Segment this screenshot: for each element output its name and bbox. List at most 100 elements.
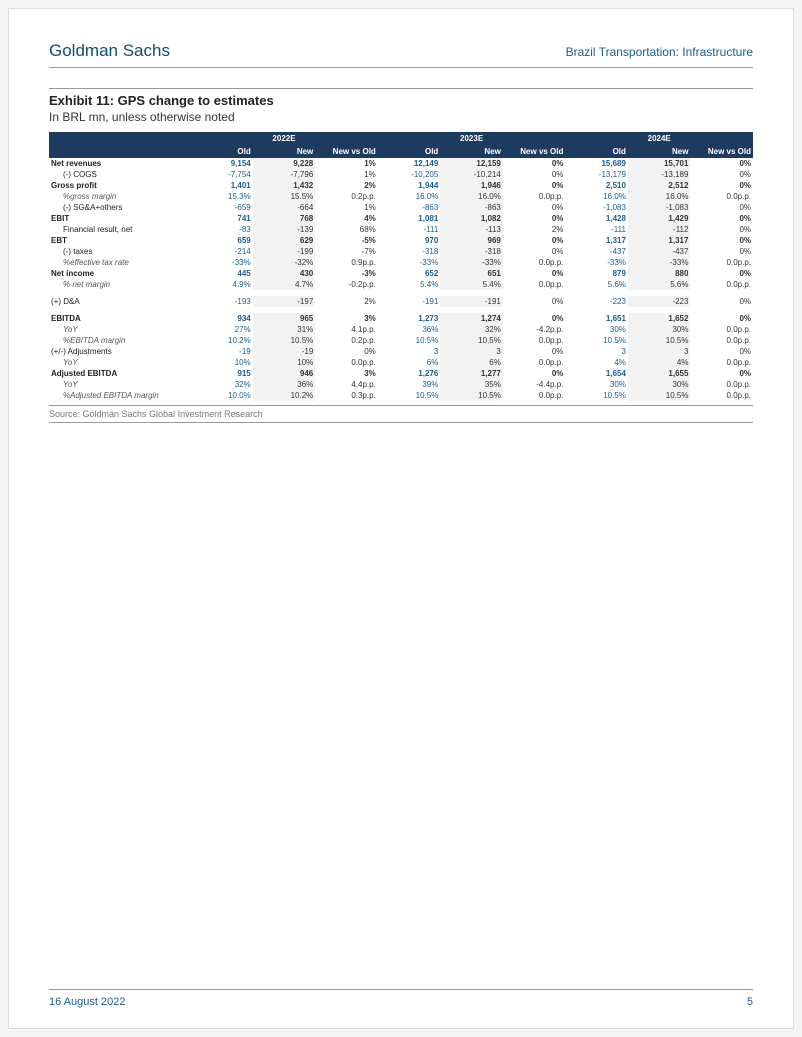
cell-old: 741 xyxy=(190,213,253,224)
row-label: Net income xyxy=(49,268,190,279)
row-label: Net revenues xyxy=(49,158,190,169)
table-row: %effective tax rate-33%-32%0.9p.p.-33%-3… xyxy=(49,257,753,268)
cell-delta: 0% xyxy=(690,169,753,180)
cell-delta: 0% xyxy=(503,268,566,279)
cell-new: 36% xyxy=(253,379,316,390)
cell-old: -318 xyxy=(378,246,441,257)
cell-new: 9,228 xyxy=(253,158,316,169)
cell-old: 445 xyxy=(190,268,253,279)
cell-new: 651 xyxy=(440,268,503,279)
row-label: (+) D&A xyxy=(49,296,190,307)
cell-delta: 0.9p.p. xyxy=(315,257,378,268)
cell-delta: 0% xyxy=(690,158,753,169)
cell-old: 16.0% xyxy=(378,191,441,202)
cell-new: -191 xyxy=(440,296,503,307)
table-col-header: OldNewNew vs OldOldNewNew vs OldOldNewNe… xyxy=(49,145,753,158)
cell-new: 768 xyxy=(253,213,316,224)
col-header-cell: New xyxy=(628,145,691,158)
cell-old: 10.5% xyxy=(378,390,441,401)
cell-delta: 0% xyxy=(690,346,753,357)
cell-delta: 0.0p.p. xyxy=(690,390,753,401)
cell-delta: 0% xyxy=(503,158,566,169)
cell-delta: -7% xyxy=(315,246,378,257)
cell-delta: -4.2p.p. xyxy=(503,324,566,335)
cell-old: 1,944 xyxy=(378,180,441,191)
cell-old: 10.2% xyxy=(190,335,253,346)
page-header: Goldman Sachs Brazil Transportation: Inf… xyxy=(49,41,753,68)
row-label: % net margin xyxy=(49,279,190,290)
cell-delta: 2% xyxy=(503,224,566,235)
cell-delta: 0% xyxy=(503,213,566,224)
table-row: %EBITDA margin10.2%10.5%0.2p.p.10.5%10.5… xyxy=(49,335,753,346)
cell-old: -659 xyxy=(190,202,253,213)
cell-new: 5.6% xyxy=(628,279,691,290)
table-row: (+/-) Adjustments-19-190%330%330% xyxy=(49,346,753,357)
row-label: YoY xyxy=(49,379,190,390)
cell-new: 10.5% xyxy=(253,335,316,346)
cell-new: 1,277 xyxy=(440,368,503,379)
row-label: %EBITDA margin xyxy=(49,335,190,346)
table-row: Net income445430-3%6526510%8798800% xyxy=(49,268,753,279)
col-header-cell: New vs Old xyxy=(503,145,566,158)
col-header-cell: New xyxy=(253,145,316,158)
cell-delta: 0% xyxy=(503,313,566,324)
row-label: (+/-) Adjustments xyxy=(49,346,190,357)
page-footer: 16 August 2022 5 xyxy=(49,989,753,1008)
cell-new: 10.5% xyxy=(440,390,503,401)
cell-new: 1,946 xyxy=(440,180,503,191)
row-label: (-) taxes xyxy=(49,246,190,257)
cell-old: 4% xyxy=(565,357,628,368)
row-label: %Adjusted EBITDA margin xyxy=(49,390,190,401)
cell-old: 1,276 xyxy=(378,368,441,379)
table-row: YoY10%10%0.0p.p.6%6%0.0p.p.4%4%0.0p.p. xyxy=(49,357,753,368)
cell-delta: 4.4p.p. xyxy=(315,379,378,390)
cell-new: 10.5% xyxy=(440,335,503,346)
cell-delta: 4.1p.p. xyxy=(315,324,378,335)
footer-page: 5 xyxy=(747,996,753,1008)
cell-new: 5.4% xyxy=(440,279,503,290)
cell-new: 629 xyxy=(253,235,316,246)
table-row: %Adjusted EBITDA margin10.0%10.2%0.3p.p.… xyxy=(49,390,753,401)
cell-new: 1,655 xyxy=(628,368,691,379)
cell-new: 3 xyxy=(628,346,691,357)
table-row: (-) taxes-214-199-7%-318-3180%-437-4370% xyxy=(49,246,753,257)
footer-date: 16 August 2022 xyxy=(49,996,125,1008)
cell-new: 16.0% xyxy=(628,191,691,202)
cell-old: -437 xyxy=(565,246,628,257)
cell-new: -199 xyxy=(253,246,316,257)
cell-old: 934 xyxy=(190,313,253,324)
cell-old: 915 xyxy=(190,368,253,379)
cell-new: -13,189 xyxy=(628,169,691,180)
table-row: Net revenues9,1549,2281%12,14912,1590%15… xyxy=(49,158,753,169)
cell-old: 1,317 xyxy=(565,235,628,246)
cell-old: -83 xyxy=(190,224,253,235)
header-blank xyxy=(49,132,190,145)
table-row: EBT659629-5%9709690%1,3171,3170% xyxy=(49,235,753,246)
cell-old: 27% xyxy=(190,324,253,335)
cell-new: 10.2% xyxy=(253,390,316,401)
cell-old: 1,428 xyxy=(565,213,628,224)
cell-old: 39% xyxy=(378,379,441,390)
row-label: YoY xyxy=(49,324,190,335)
cell-old: -223 xyxy=(565,296,628,307)
cell-new: -197 xyxy=(253,296,316,307)
cell-old: 10.5% xyxy=(565,335,628,346)
source-note: Source: Goldman Sachs Global Investment … xyxy=(49,405,753,423)
cell-delta: 0.0p.p. xyxy=(690,335,753,346)
cell-delta: 0% xyxy=(503,180,566,191)
cell-delta: 0.0p.p. xyxy=(690,357,753,368)
cell-old: 3 xyxy=(378,346,441,357)
cell-new: 16.0% xyxy=(440,191,503,202)
cell-new: -112 xyxy=(628,224,691,235)
cell-new: 2,512 xyxy=(628,180,691,191)
cell-new: 3 xyxy=(440,346,503,357)
estimates-table: 2022E2023E2024EOldNewNew vs OldOldNewNew… xyxy=(49,132,753,401)
cell-delta: 0% xyxy=(315,346,378,357)
cell-delta: 1% xyxy=(315,202,378,213)
cell-delta: 0% xyxy=(503,202,566,213)
cell-delta: 0% xyxy=(690,180,753,191)
cell-old: 1,273 xyxy=(378,313,441,324)
row-label: Adjusted EBITDA xyxy=(49,368,190,379)
brand-name: Goldman Sachs xyxy=(49,41,170,61)
cell-new: 10% xyxy=(253,357,316,368)
